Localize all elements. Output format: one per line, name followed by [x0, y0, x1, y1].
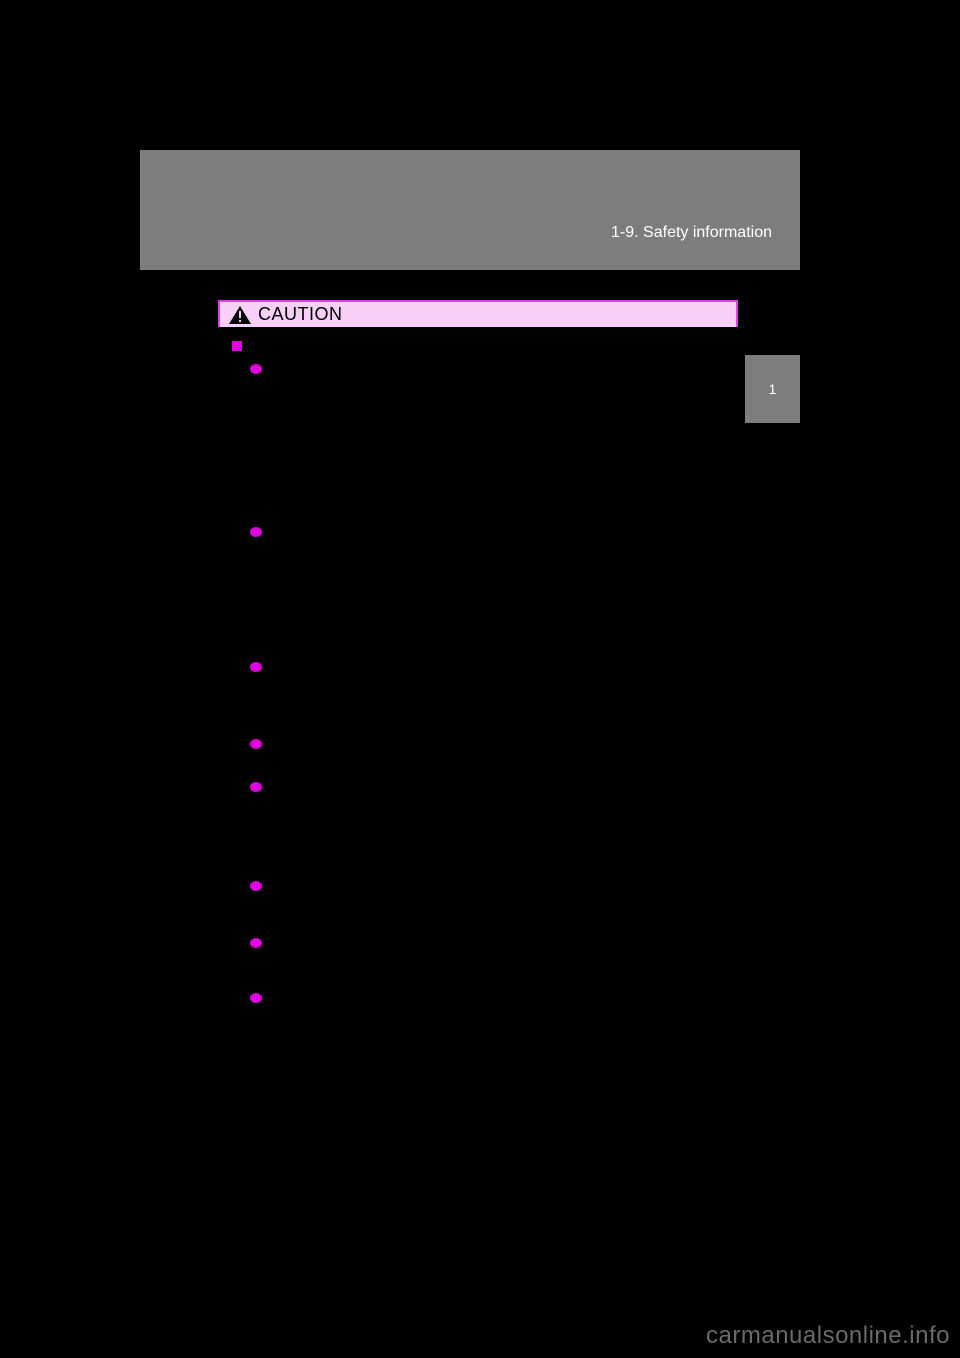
round-bullet-icon	[250, 782, 262, 792]
caution-bullet-item	[250, 777, 724, 792]
caution-box: CAUTION	[218, 300, 738, 1033]
round-bullet-icon	[250, 527, 262, 537]
round-bullet-icon	[250, 364, 262, 374]
warning-icon	[228, 305, 252, 325]
caution-bullet-item	[250, 657, 724, 672]
chapter-tab: 1	[745, 355, 800, 423]
caution-section-head	[232, 337, 724, 351]
caution-bullet-item	[250, 359, 724, 374]
chapter-number: 1	[769, 382, 777, 396]
round-bullet-icon	[250, 739, 262, 749]
caution-header: CAUTION	[218, 300, 738, 327]
round-bullet-icon	[250, 938, 262, 948]
round-bullet-icon	[250, 662, 262, 672]
caution-label: CAUTION	[258, 304, 343, 325]
caution-bullet-item	[250, 933, 724, 948]
caution-bullet-list	[232, 359, 724, 1003]
page-header: 1-9. Safety information	[140, 150, 800, 270]
caution-body	[218, 327, 738, 1033]
caution-bullet-item	[250, 522, 724, 537]
watermark: carmanualsonline.info	[706, 1322, 950, 1350]
caution-bullet-item	[250, 734, 724, 749]
caution-bullet-item	[250, 876, 724, 891]
square-bullet-icon	[232, 341, 242, 351]
round-bullet-icon	[250, 881, 262, 891]
section-label: 1-9. Safety information	[611, 224, 772, 242]
caution-bullet-item	[250, 988, 724, 1003]
round-bullet-icon	[250, 993, 262, 1003]
